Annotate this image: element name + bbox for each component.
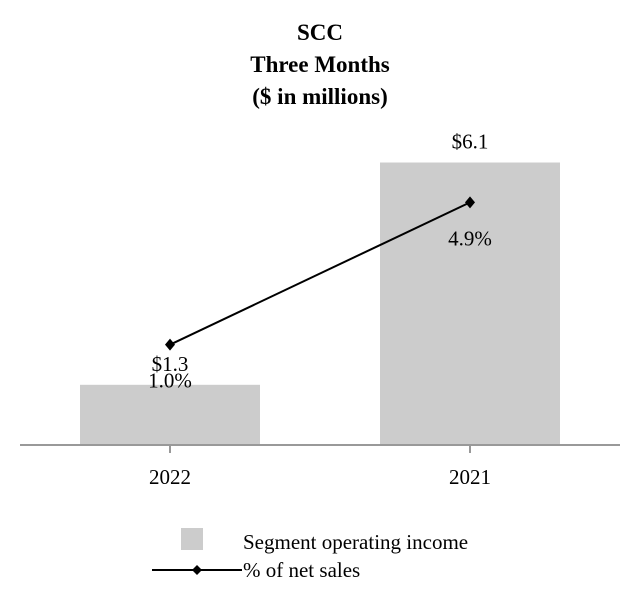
bar-2021 <box>380 162 560 445</box>
title-line-3: ($ in millions) <box>252 84 387 109</box>
legend-line-label: % of net sales <box>243 558 360 582</box>
legend: Segment operating income % of net sales <box>152 528 468 582</box>
x-axis: 2022 2021 <box>20 444 620 489</box>
data-labels: $1.3 $6.1 1.0% 4.9% <box>148 130 492 393</box>
bar-value-label-2022: $1.3 <box>152 352 189 376</box>
chart-title: SCC Three Months ($ in millions) <box>250 20 390 109</box>
line-value-label-2021: 4.9% <box>448 226 492 250</box>
x-tick-label-2021: 2021 <box>449 465 491 489</box>
line-value-label-2022: 1.0% <box>148 369 192 393</box>
bar-2022 <box>80 384 260 445</box>
title-line-1: SCC <box>297 20 343 45</box>
line-path <box>169 201 471 346</box>
legend-line-marker <box>192 565 202 575</box>
line-marker-2021 <box>465 196 475 209</box>
bar-value-label-2021: $6.1 <box>452 130 489 154</box>
x-tick-label-2022: 2022 <box>149 465 191 489</box>
title-line-2: Three Months <box>250 52 390 77</box>
bar-series <box>80 162 560 445</box>
legend-bar-label: Segment operating income <box>243 530 468 554</box>
line-marker-2022 <box>165 338 175 351</box>
legend-bar-swatch <box>181 528 203 550</box>
line-series <box>165 196 475 351</box>
